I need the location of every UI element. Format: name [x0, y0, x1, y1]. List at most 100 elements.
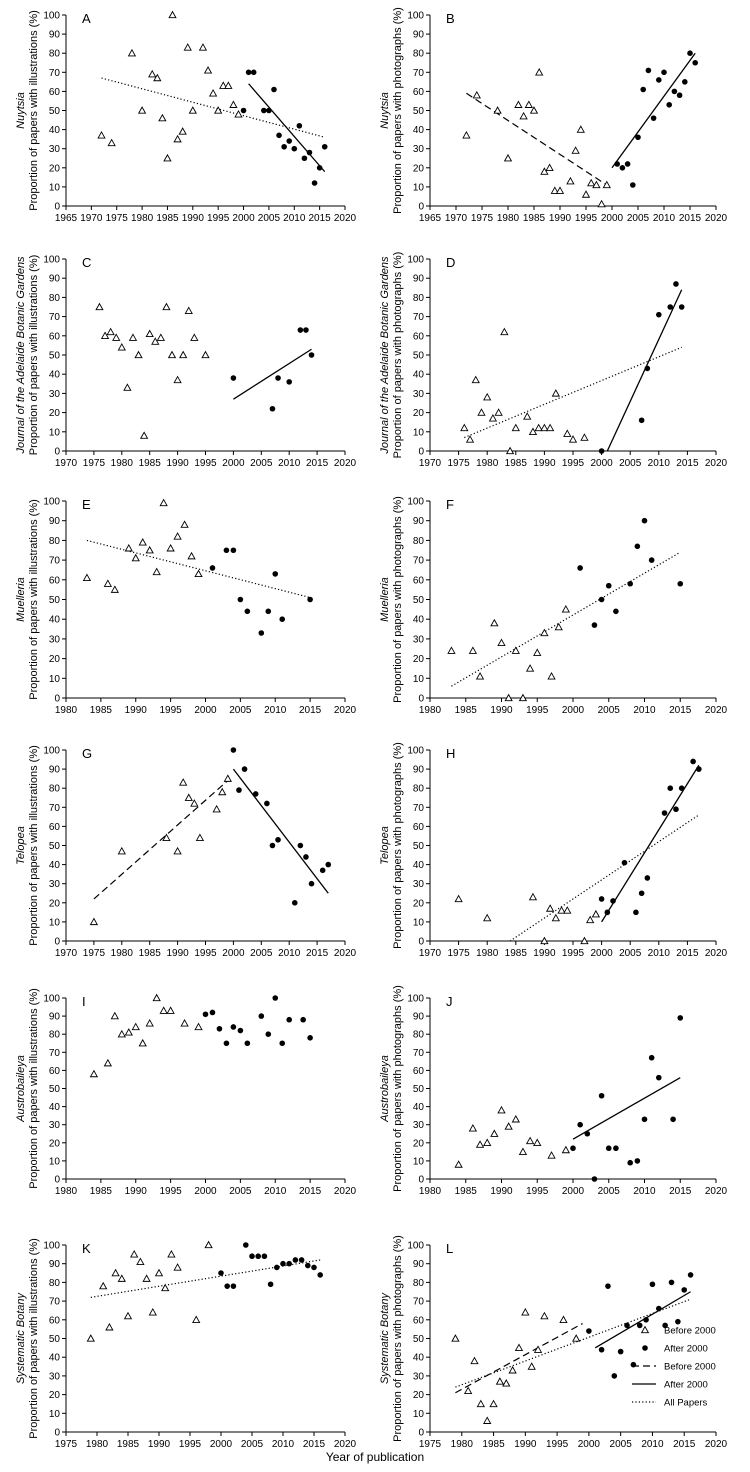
point-after-2000: [638, 890, 645, 897]
point-before-2000: [483, 1138, 492, 1146]
point-before-2000: [495, 1377, 505, 1385]
y-tick-label: 90: [413, 1012, 425, 1023]
point-after-2000: [308, 352, 315, 358]
x-tick-label: 1985: [139, 458, 162, 469]
y-tick-label: 40: [49, 615, 61, 626]
point-before-2000: [153, 73, 162, 82]
point-after-2000: [265, 1031, 272, 1037]
panel-D: 0 10 20 30 40 50 60 70 80 90 100 1970 1975 1980 1985 19…: [379, 252, 728, 469]
point-before-2000: [597, 199, 606, 208]
point-after-2000: [687, 1272, 694, 1278]
y-tick-label: 0: [54, 202, 60, 213]
y-tick-label: 100: [407, 746, 424, 757]
x-tick-label: 1985: [523, 213, 546, 224]
x-tick-label: 2015: [679, 213, 702, 224]
point-before-2000: [518, 693, 528, 702]
trend-line-solid: [601, 764, 700, 923]
point-before-2000: [201, 350, 210, 359]
y-tick-label: 50: [49, 595, 61, 606]
point-after-2000: [605, 582, 612, 589]
x-tick-label: 2010: [264, 1186, 287, 1197]
legend-swatch-circle: [642, 1345, 648, 1351]
x-tick-label: 2015: [676, 458, 699, 469]
point-before-2000: [483, 1416, 492, 1424]
point-after-2000: [300, 1016, 306, 1023]
point-before-2000: [148, 1307, 157, 1316]
point-before-2000: [223, 774, 232, 782]
x-tick-label: 1990: [166, 948, 189, 959]
x-tick-label: 2005: [619, 948, 642, 959]
x-tick-label: 2015: [673, 1439, 696, 1450]
x-tick-label: 2005: [241, 1439, 264, 1450]
point-before-2000: [145, 329, 154, 338]
y-tick-label: 60: [49, 1066, 61, 1077]
x-tick-label: 1980: [476, 948, 499, 959]
y-tick-label: 20: [413, 898, 425, 909]
trend-line-solid: [594, 1291, 691, 1349]
y-tick-label: 20: [49, 408, 61, 419]
trend-line-dotted: [101, 77, 325, 138]
point-after-2000: [630, 182, 636, 188]
point-before-2000: [95, 302, 104, 311]
x-tick-label: 2000: [562, 1186, 585, 1197]
y-tick-label: 50: [49, 841, 61, 852]
point-after-2000: [610, 898, 616, 904]
point-after-2000: [633, 909, 639, 916]
y-axis-label: Proportion of papers with illustrations …: [28, 10, 40, 211]
x-tick-label: 2005: [250, 458, 273, 469]
point-before-2000: [111, 1268, 120, 1277]
point-after-2000: [296, 122, 303, 129]
y-tick-label: 80: [49, 1030, 61, 1041]
point-after-2000: [261, 107, 267, 114]
point-before-2000: [566, 176, 575, 185]
x-tick-label: 1995: [546, 1439, 569, 1450]
point-before-2000: [183, 43, 192, 51]
y-tick-label: 40: [49, 125, 61, 136]
point-after-2000: [624, 161, 631, 167]
y-tick-label: 100: [407, 994, 424, 1005]
y-tick-label: 20: [413, 1390, 425, 1401]
point-before-2000: [124, 543, 133, 552]
legend-label: After 2000: [664, 1344, 708, 1355]
point-after-2000: [230, 1283, 237, 1289]
x-tick-label: 1995: [207, 213, 230, 224]
point-before-2000: [490, 618, 499, 627]
x-tick-label: 2015: [306, 458, 329, 469]
point-after-2000: [598, 1346, 605, 1353]
x-tick-label: 1990: [125, 705, 148, 716]
point-before-2000: [194, 1022, 203, 1031]
x-tick-label: 2015: [669, 1186, 692, 1197]
point-after-2000: [252, 791, 259, 797]
point-before-2000: [124, 1028, 133, 1036]
point-before-2000: [152, 567, 161, 576]
legend-swatch-triangle: [640, 1325, 650, 1334]
y-tick-label: 50: [49, 106, 61, 117]
point-before-2000: [592, 180, 601, 189]
panel-letter: F: [446, 497, 454, 512]
y-tick-label: 20: [413, 408, 425, 419]
point-after-2000: [279, 616, 286, 622]
point-before-2000: [212, 804, 221, 813]
y-tick-label: 0: [418, 937, 424, 948]
point-before-2000: [151, 337, 160, 345]
point-before-2000: [576, 125, 585, 133]
y-tick-label: 0: [418, 202, 424, 213]
panel-letter: J: [446, 994, 453, 1009]
point-before-2000: [580, 433, 589, 441]
point-after-2000: [643, 1317, 649, 1323]
y-tick-label: 50: [49, 1084, 61, 1095]
point-after-2000: [261, 1253, 268, 1260]
x-tick-label: 1980: [497, 213, 520, 224]
point-before-2000: [162, 302, 171, 311]
journal-label: Telopea: [15, 826, 27, 865]
point-after-2000: [266, 107, 272, 114]
panel-letter: C: [82, 255, 91, 270]
y-tick-label: 100: [407, 497, 424, 508]
point-before-2000: [159, 1006, 168, 1014]
y-tick-label: 90: [49, 516, 61, 527]
point-after-2000: [319, 867, 326, 874]
point-after-2000: [682, 79, 688, 85]
x-tick-label: 1985: [90, 1186, 113, 1197]
point-after-2000: [240, 107, 247, 114]
x-tick-label: 2015: [676, 948, 699, 959]
